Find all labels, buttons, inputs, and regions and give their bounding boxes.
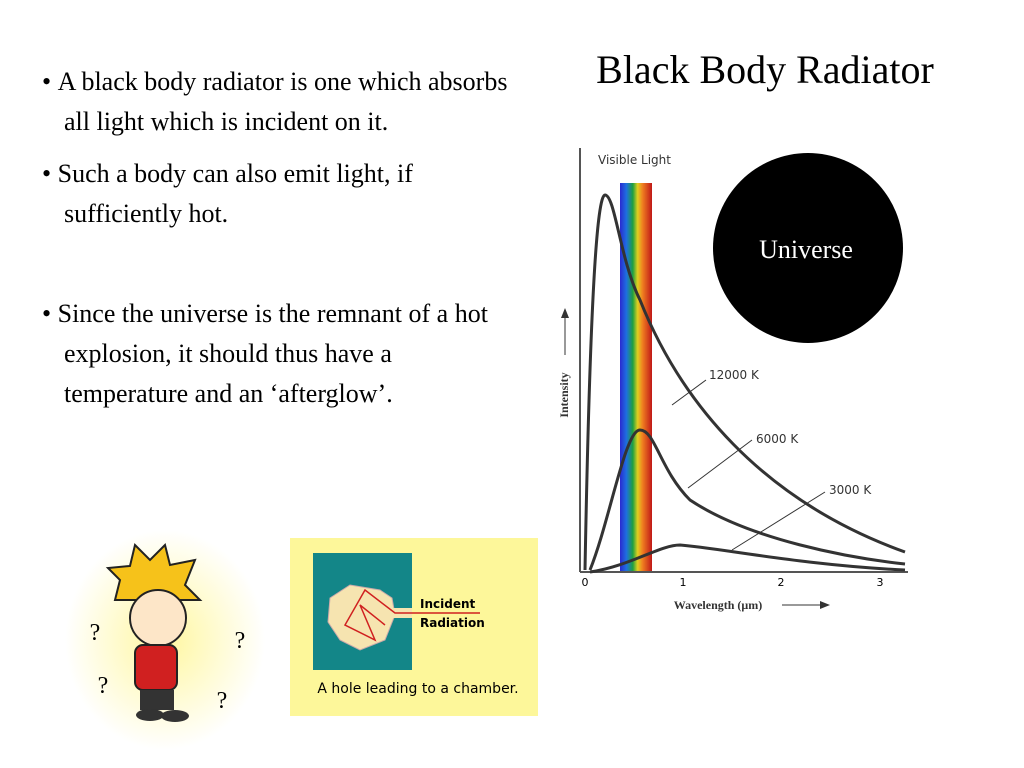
question-mark: ? <box>98 673 109 699</box>
curve-label: 3000 K <box>829 483 872 497</box>
curve-label: 6000 K <box>756 432 799 446</box>
y-label: Intensity <box>557 372 571 417</box>
leader <box>671 379 707 406</box>
x-tick-label: 2 <box>778 576 785 589</box>
visible-band <box>620 183 652 571</box>
x-tick-label: 1 <box>680 576 687 589</box>
blackbody-graph: Visible Light 12000 K 6000 K 3000 K Inte… <box>557 148 908 612</box>
arrow-head <box>561 308 569 318</box>
slide-title: Black Body Radiator <box>596 47 934 92</box>
curve-6000 <box>588 428 906 571</box>
circle-label: Universe <box>759 235 853 264</box>
caption: A hole leading to a chamber. <box>317 681 518 697</box>
legs <box>140 690 174 710</box>
universe-circle <box>713 153 903 343</box>
ray <box>343 588 480 642</box>
question-mark: ? <box>217 688 228 714</box>
band-label: Visible Light <box>598 153 671 167</box>
question-mark: ? <box>90 620 101 646</box>
bullet: Such a body can also emit light, if suff… <box>42 154 522 234</box>
bullet: Since the universe is the remnant of a h… <box>42 294 522 414</box>
x-tick-label: 0 <box>582 576 589 589</box>
arrow-head <box>820 601 830 609</box>
bullet: A black body radiator is one which absor… <box>42 62 522 142</box>
curve-12000 <box>583 193 906 571</box>
curve-label: 12000 K <box>709 368 760 382</box>
cavity <box>327 584 396 651</box>
label: Radiation <box>420 616 485 630</box>
x-label: Wavelength (μm) <box>674 598 762 612</box>
head <box>129 589 187 647</box>
cartoon: ? ? ? ? <box>65 530 265 750</box>
leader <box>687 439 753 489</box>
shirt <box>134 644 178 691</box>
chamber-figure: Incident Radiation A hole leading to a c… <box>290 538 538 716</box>
curve-3000 <box>589 543 906 574</box>
bullet-list: A black body radiator is one which absor… <box>42 62 522 426</box>
shoe <box>161 710 189 722</box>
label: Incident <box>420 597 476 611</box>
question-mark: ? <box>235 628 246 654</box>
hair <box>105 543 203 601</box>
shoe <box>136 709 164 721</box>
x-tick-label: 3 <box>877 576 884 589</box>
leader <box>731 491 826 551</box>
